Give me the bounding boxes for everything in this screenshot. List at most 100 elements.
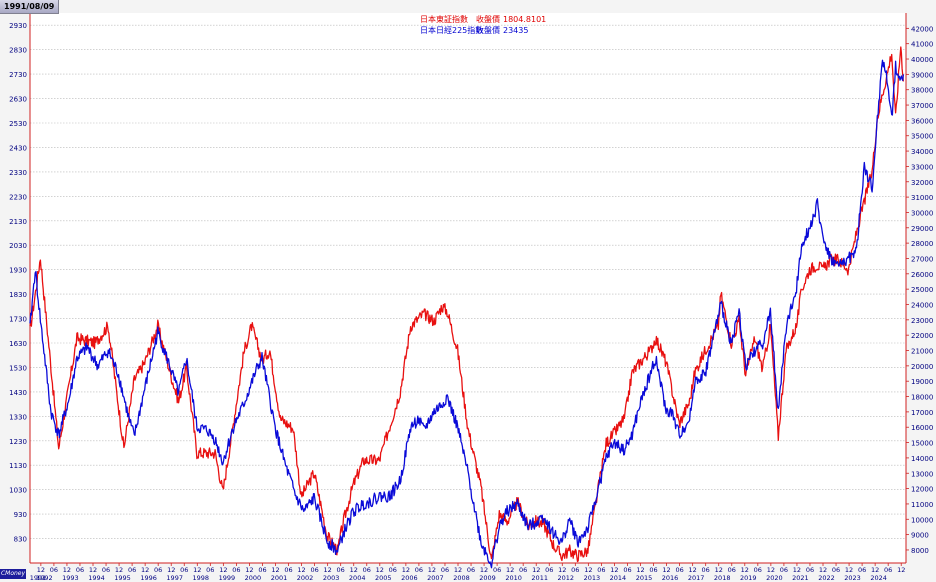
x-month-label: 12	[141, 566, 149, 574]
x-month-label: 06	[806, 566, 814, 574]
y-right-tick-label: 27000	[911, 255, 933, 263]
y-right-tick-label: 30000	[911, 209, 933, 217]
x-month-label: 06	[284, 566, 292, 574]
y-right-tick-label: 31000	[911, 194, 933, 202]
x-year-label: 1996	[140, 574, 157, 582]
x-month-label: 12	[689, 566, 697, 574]
y-left-tick-label: 2830	[9, 47, 27, 55]
x-year-label: 1994	[88, 574, 105, 582]
y-left-tick-label: 2430	[9, 144, 27, 152]
x-year-label: 2006	[401, 574, 418, 582]
x-month-label: 12	[610, 566, 618, 574]
x-month-label: 06	[467, 566, 475, 574]
y-right-tick-label: 24000	[911, 301, 933, 309]
y-right-tick-label: 22000	[911, 332, 933, 340]
y-right-tick-label: 12000	[911, 486, 933, 494]
x-month-label: 06	[780, 566, 788, 574]
y-right-tick-label: 38000	[911, 87, 933, 95]
x-month-label: 12	[897, 566, 905, 574]
x-month-label: 06	[154, 566, 162, 574]
legend-series-1-value-label: 收盤價	[476, 14, 500, 24]
x-month-label: 12	[662, 566, 670, 574]
x-year-label: 2019	[740, 574, 757, 582]
x-month-label: 06	[675, 566, 683, 574]
x-year-label: 1998	[192, 574, 209, 582]
y-right-tick-label: 40000	[911, 56, 933, 64]
y-left-tick-label: 2630	[9, 96, 27, 104]
y-left-tick-label: 2930	[9, 22, 27, 30]
x-year-label: 2001	[271, 574, 288, 582]
y-right-tick-label: 29000	[911, 225, 933, 233]
y-right-tick-label: 10000	[911, 516, 933, 524]
x-month-label: 06	[232, 566, 240, 574]
x-year-label: 1993	[62, 574, 79, 582]
y-left-tick-label: 1530	[9, 364, 27, 372]
x-month-label: 12	[63, 566, 71, 574]
legend: 日本東証指數 收盤價 1804.8101 日本日經225指數 收盤價 23435	[420, 14, 546, 35]
x-month-label: 06	[754, 566, 762, 574]
x-month-label: 12	[271, 566, 279, 574]
x-month-label: 12	[115, 566, 123, 574]
x-month-label: 06	[884, 566, 892, 574]
x-month-label: 12	[793, 566, 801, 574]
y-left-tick-label: 1230	[9, 438, 27, 446]
x-month-label: 06	[415, 566, 423, 574]
y-right-tick-label: 33000	[911, 163, 933, 171]
series-line-nikkei225	[29, 59, 905, 569]
y-right-tick-label: 17000	[911, 409, 933, 417]
x-year-label: 2008	[453, 574, 470, 582]
x-month-label: 12	[193, 566, 201, 574]
y-right-tick-label: 13000	[911, 470, 933, 478]
x-month-label: 06	[832, 566, 840, 574]
y-right-tick-label: 37000	[911, 102, 933, 110]
x-month-label: 06	[597, 566, 605, 574]
x-month-label: 12	[219, 566, 227, 574]
x-month-label: 06	[102, 566, 110, 574]
y-left-tick-label: 2030	[9, 242, 27, 250]
x-month-label: 06	[519, 566, 527, 574]
legend-series-2-name: 日本日經225指數	[420, 25, 483, 35]
legend-series-1-value: 1804.8101	[503, 15, 546, 24]
brand-logo: CMoney	[0, 569, 26, 579]
x-year-label: 2010	[505, 574, 522, 582]
x-month-label: 06	[50, 566, 58, 574]
x-month-label: 12	[558, 566, 566, 574]
x-month-label: 12	[480, 566, 488, 574]
y-left-tick-label: 1830	[9, 291, 27, 299]
y-right-tick-label: 18000	[911, 394, 933, 402]
y-right-tick-label: 15000	[911, 440, 933, 448]
x-year-label: 1995	[114, 574, 131, 582]
x-year-label: 2013	[584, 574, 601, 582]
x-month-label: 06	[858, 566, 866, 574]
y-right-tick-label: 23000	[911, 317, 933, 325]
x-month-label: 06	[258, 566, 266, 574]
y-right-tick-label: 16000	[911, 424, 933, 432]
y-left-tick-label: 1030	[9, 487, 27, 495]
y-right-tick-label: 35000	[911, 133, 933, 141]
x-year-label: 2007	[427, 574, 444, 582]
y-right-tick-label: 21000	[911, 348, 933, 356]
x-month-label: 12	[37, 566, 45, 574]
y-right-tick-label: 8000	[911, 547, 929, 555]
y-right-tick-label: 25000	[911, 286, 933, 294]
y-left-tick-label: 2530	[9, 120, 27, 128]
x-month-label: 06	[206, 566, 214, 574]
grid-lines	[30, 13, 906, 563]
x-year-label: 2009	[479, 574, 496, 582]
x-year-label: 2015	[636, 574, 653, 582]
x-month-label: 06	[493, 566, 501, 574]
x-month-label: 12	[245, 566, 253, 574]
x-month-label: 12	[454, 566, 462, 574]
series-line-topix	[29, 46, 905, 563]
x-month-label: 06	[623, 566, 631, 574]
x-year-label: 2005	[375, 574, 392, 582]
y-left-tick-label: 1730	[9, 316, 27, 324]
y-left-tick-label: 830	[14, 536, 27, 544]
x-month-label: 12	[715, 566, 723, 574]
y-left-tick-label: 930	[14, 511, 27, 519]
start-date-label: 1991/08/09	[0, 0, 60, 14]
x-year-label: 2011	[531, 574, 548, 582]
x-year-label: 2018	[714, 574, 731, 582]
x-month-label: 12	[297, 566, 305, 574]
